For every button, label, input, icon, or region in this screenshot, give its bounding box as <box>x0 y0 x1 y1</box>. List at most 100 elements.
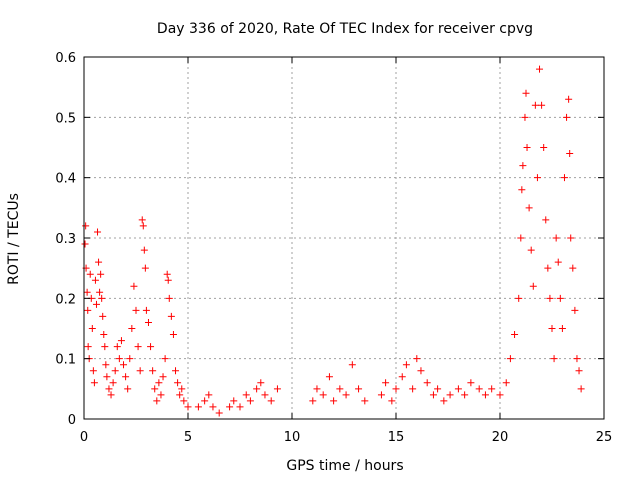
data-point <box>434 385 442 393</box>
data-point <box>377 391 385 399</box>
data-point <box>488 385 496 393</box>
data-point <box>141 264 149 272</box>
data-point <box>130 282 138 290</box>
y-tick-label: 0.4 <box>55 172 76 187</box>
data-point <box>506 355 514 363</box>
data-point <box>89 367 97 375</box>
data-point <box>117 337 125 345</box>
data-point <box>496 391 504 399</box>
data-point <box>382 379 390 387</box>
x-tick-label: 5 <box>184 430 192 445</box>
data-point <box>215 409 223 417</box>
data-point <box>242 391 250 399</box>
data-points <box>81 65 585 417</box>
data-point <box>178 385 186 393</box>
data-point <box>176 391 184 399</box>
x-tick-label: 0 <box>80 430 88 445</box>
data-point <box>153 397 161 405</box>
data-point <box>174 379 182 387</box>
x-axis-ticks: 0 5 10 15 20 25 <box>80 57 612 445</box>
data-point <box>330 397 338 405</box>
data-point <box>550 355 558 363</box>
data-point <box>155 379 163 387</box>
data-point <box>531 101 539 109</box>
data-point <box>99 312 107 320</box>
y-tick-label: 0.3 <box>55 232 76 247</box>
data-point <box>273 385 281 393</box>
data-point <box>446 391 454 399</box>
data-point <box>226 403 234 411</box>
data-point <box>558 325 566 332</box>
data-point <box>86 270 94 278</box>
data-point <box>101 343 109 351</box>
data-point <box>140 246 148 254</box>
data-point <box>573 355 581 363</box>
data-point <box>163 270 171 278</box>
data-point <box>97 270 105 278</box>
data-point <box>267 397 275 405</box>
x-axis-title: GPS time / hours <box>286 458 403 474</box>
data-point <box>522 89 530 97</box>
data-point <box>548 325 556 332</box>
y-tick-label: 0.1 <box>55 353 76 368</box>
data-point <box>309 397 317 405</box>
data-point <box>201 397 209 405</box>
data-point <box>392 385 400 393</box>
data-point <box>120 361 128 369</box>
chart-title: Day 336 of 2020, Rate Of TEC Index for r… <box>157 21 533 37</box>
data-point <box>261 391 269 399</box>
data-point <box>134 343 142 351</box>
data-point <box>546 294 554 302</box>
data-point <box>194 403 202 411</box>
data-point <box>84 343 92 351</box>
data-point <box>184 403 192 411</box>
data-point <box>124 385 132 393</box>
data-point <box>519 162 527 170</box>
y-axis-ticks: 0 0.1 0.2 0.3 0.4 0.5 0.6 <box>55 51 604 428</box>
data-point <box>253 385 261 393</box>
data-point <box>560 174 568 182</box>
data-point <box>138 216 146 224</box>
data-point <box>246 397 254 405</box>
data-point <box>159 373 167 381</box>
data-point <box>205 391 213 399</box>
data-point <box>402 361 410 369</box>
data-point <box>518 186 526 194</box>
data-point <box>113 343 121 351</box>
data-point <box>527 246 535 254</box>
data-point <box>102 361 110 369</box>
x-tick-label: 10 <box>284 430 301 445</box>
data-point <box>538 101 546 109</box>
data-point <box>172 367 180 375</box>
data-point <box>361 397 369 405</box>
data-point <box>525 204 533 212</box>
data-point <box>461 391 469 399</box>
data-point <box>544 264 552 272</box>
data-point <box>533 174 541 182</box>
data-point <box>536 65 544 73</box>
data-point <box>180 397 188 405</box>
data-point <box>90 379 98 387</box>
data-point <box>563 113 571 121</box>
data-point <box>502 379 510 387</box>
data-point <box>417 367 425 375</box>
data-point <box>167 312 175 320</box>
data-point <box>554 258 562 266</box>
data-point <box>342 391 350 399</box>
data-point <box>91 276 99 284</box>
data-point <box>111 367 119 375</box>
data-point <box>230 397 238 405</box>
data-point <box>209 403 217 411</box>
data-point <box>151 385 159 393</box>
data-point <box>257 379 265 387</box>
data-point <box>142 306 150 314</box>
data-point <box>98 294 106 302</box>
data-point <box>542 216 550 224</box>
data-point <box>475 385 483 393</box>
data-point <box>136 367 144 375</box>
data-point <box>467 379 475 387</box>
data-point <box>107 391 115 399</box>
data-point <box>577 385 585 393</box>
data-point <box>409 385 417 393</box>
data-point <box>552 234 560 242</box>
